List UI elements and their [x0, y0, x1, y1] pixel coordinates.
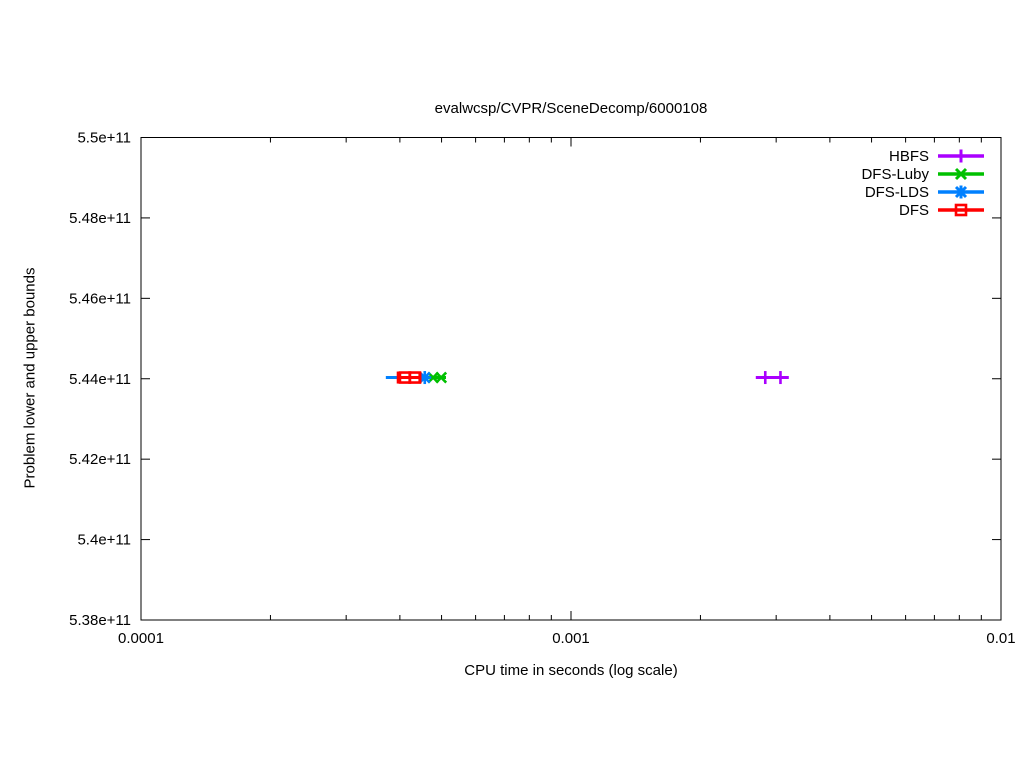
legend-label: HBFS [888, 147, 929, 165]
legend-label: DFS-Luby [861, 165, 929, 183]
legend: HBFS DFS-Luby DFS-LDS DFS [861, 147, 985, 219]
tick-label: 5.4e+11 [77, 532, 131, 549]
legend-sample-line-icon [938, 167, 984, 181]
legend-label: DFS-LDS [864, 183, 929, 201]
legend-entry-dfs-luby: DFS-Luby [861, 165, 985, 183]
legend-label: DFS [899, 201, 929, 219]
legend-entry-dfs-lds: DFS-LDS [861, 183, 985, 201]
tick-label: 0.0001 [118, 630, 164, 647]
tick-label: 0.01 [986, 630, 1015, 647]
series-hbfs [755, 371, 789, 385]
series-dfs [396, 371, 422, 384]
legend-sample-line-icon [938, 149, 984, 163]
chart-title: evalwcsp/CVPR/SceneDecomp/6000108 [434, 100, 708, 117]
legend-entry-hbfs: HBFS [861, 147, 985, 165]
legend-sample-line-icon [938, 185, 984, 199]
tick-label: 0.001 [552, 630, 590, 647]
tick-label: 5.44e+11 [69, 371, 131, 388]
tick-label: 5.42e+11 [69, 451, 131, 468]
legend-entry-dfs: DFS [861, 201, 985, 219]
tick-label: 5.38e+11 [69, 612, 131, 629]
tick-label: 5.48e+11 [69, 210, 131, 227]
y-axis-label: Problem lower and upper bounds [21, 267, 39, 489]
tick-label: 5.46e+11 [69, 290, 131, 307]
tick-label: 5.5e+11 [77, 130, 131, 147]
legend-sample-line-icon [938, 203, 984, 217]
x-axis-label: CPU time in seconds (log scale) [464, 662, 678, 679]
